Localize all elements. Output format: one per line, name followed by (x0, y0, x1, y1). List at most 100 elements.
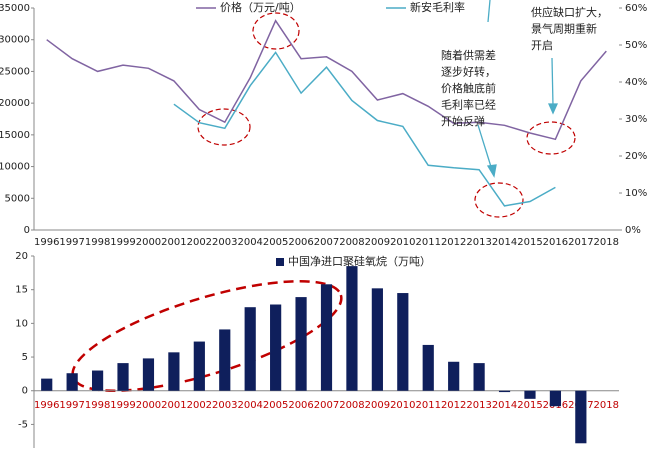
x-tick-label: 2001 (161, 237, 186, 248)
annotation: 开始反弹 (441, 114, 485, 128)
y-tick-label: 15000 (0, 130, 30, 141)
x-tick-label: 2014 (492, 400, 517, 411)
x-tick-label: 2017 (568, 237, 593, 248)
y2-tick-label: 10% (625, 188, 647, 199)
y-tick-label: 30000 (0, 35, 30, 46)
y2-tick-label: 0% (625, 225, 641, 236)
legend-label: 价格（万元/吨） (220, 0, 301, 14)
x-tick-label: 2003 (212, 237, 237, 248)
x-tick-label: 2013 (466, 400, 491, 411)
x-tick-label: 1998 (85, 237, 110, 248)
series-line (46, 19, 607, 141)
x-tick-label: 2010 (390, 400, 415, 411)
y2-tick-label: 60% (625, 3, 647, 14)
bar (397, 293, 409, 391)
arrows (477, 0, 559, 178)
x-tick-label: 2010 (390, 237, 415, 248)
bar (193, 341, 205, 391)
x-tick-label: 1997 (59, 237, 84, 248)
bar (244, 307, 256, 391)
y-tick-label: 5000 (5, 193, 30, 204)
trend-ellipse (71, 280, 343, 392)
x-tick-label: 2014 (492, 237, 517, 248)
annotation: 开启 (531, 39, 553, 52)
x-tick-label: 2000 (136, 237, 161, 248)
x-tick-label: 2011 (416, 237, 441, 248)
bar (91, 370, 104, 391)
bar (346, 266, 358, 391)
bar (142, 358, 155, 391)
x-tick-label: 1998 (85, 400, 110, 411)
bar (320, 284, 333, 391)
x-tick-label: 2008 (339, 400, 364, 411)
bar (66, 373, 78, 391)
x-tick-label: 1999 (110, 237, 135, 248)
bar (549, 390, 562, 407)
bar (498, 390, 511, 393)
x-tick-label: 1996 (34, 400, 59, 411)
annotation: 景气周期重新 (531, 22, 597, 36)
x-tick-label: 2015 (517, 400, 542, 411)
x-tick-label: 2013 (466, 237, 491, 248)
x-tick-label: 2015 (517, 237, 542, 248)
x-tick-label: 2018 (594, 400, 619, 411)
x-tick-label: 2009 (365, 400, 390, 411)
legend-swatch (276, 258, 284, 266)
bar (448, 361, 460, 391)
y-tick-label: 0 (22, 386, 28, 397)
legend-label: 中国净进口聚硅氧烷（万吨） (288, 254, 431, 268)
legend-label: 新安毛利率 (410, 0, 465, 14)
y-tick-label: 0 (24, 225, 30, 236)
x-tick-label: 2006 (288, 237, 313, 248)
x-tick-label: 2005 (263, 237, 288, 248)
bar (219, 329, 231, 391)
x-tick-label: 2007 (314, 400, 339, 411)
x-tick-label: 2004 (237, 237, 262, 248)
x-tick-label: 2003 (212, 400, 237, 411)
x-tick-label: 2018 (594, 237, 619, 248)
x-tick-label: 1999 (110, 400, 135, 411)
x-tick-label: 1996 (34, 237, 59, 248)
annotation: 毛利率已经 (441, 98, 496, 112)
x-tick-label: 2007 (314, 237, 339, 248)
annotation: 随着供需差 (441, 48, 496, 62)
bar (117, 363, 129, 391)
x-tick-label: 2001 (161, 400, 186, 411)
annotation: 供应缺口扩大， (531, 5, 608, 19)
x-tick-label: 2000 (136, 400, 161, 411)
y-tick-label: -5 (18, 419, 28, 430)
series-line (173, 51, 556, 207)
y2-tick-label: 30% (625, 114, 647, 125)
x-tick-label: 2002 (187, 400, 212, 411)
x-tick-label: 2011 (416, 400, 441, 411)
bar (41, 378, 53, 391)
x-tick-label: 2005 (263, 400, 288, 411)
bar (473, 363, 485, 391)
y-tick-label: 5 (22, 352, 28, 363)
y-tick-label: 20000 (0, 98, 30, 109)
y-tick-label: 10 (15, 318, 28, 329)
x-tick-label: 2012 (441, 237, 466, 248)
highlight-ellipses (197, 12, 576, 218)
x-tick-label: 2002 (187, 237, 212, 248)
bar (295, 297, 307, 391)
x-tick-label: 2012 (441, 400, 466, 411)
bar (575, 390, 587, 444)
x-tick-label: 2009 (365, 237, 390, 248)
bar (270, 304, 282, 391)
x-tick-label: 2004 (237, 400, 262, 411)
annotation: 逐步好转， (441, 65, 496, 79)
y-tick-label: 20 (15, 251, 28, 262)
x-tick-label: 2006 (288, 400, 313, 411)
y2-tick-label: 50% (625, 40, 647, 51)
y-tick-label: 10000 (0, 162, 30, 173)
x-tick-label: 1997 (59, 400, 84, 411)
bar (524, 390, 536, 399)
y2-tick-label: 40% (625, 77, 647, 88)
bar (422, 344, 434, 391)
annotation: 价格触底前 (441, 81, 496, 95)
x-tick-label: 2008 (339, 237, 364, 248)
x-tick-label: 2016 (543, 237, 568, 248)
y-tick-label: 15 (15, 285, 28, 296)
